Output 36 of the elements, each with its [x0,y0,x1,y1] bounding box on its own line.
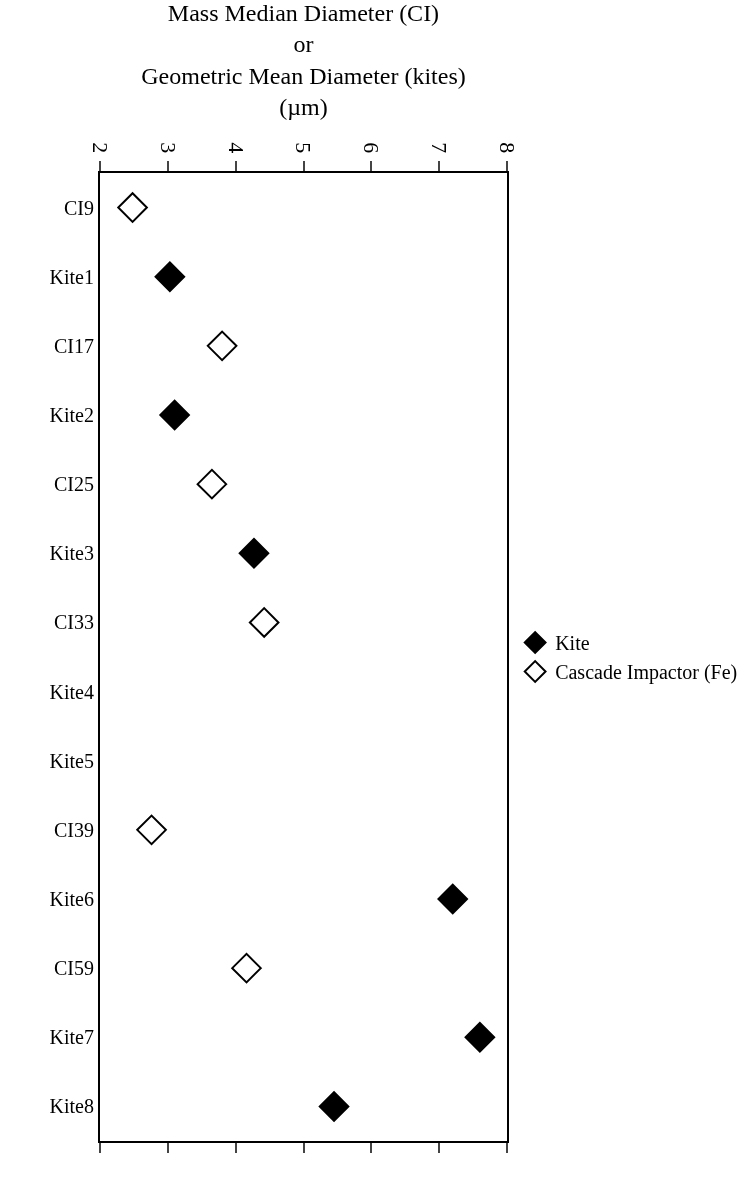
y-tick-label: CI9 [64,196,94,219]
point [231,952,262,984]
legend-label: Kite [555,632,590,655]
x-tick-label: 4 [223,142,249,154]
point [154,261,186,293]
x-tick-label: 3 [155,142,181,154]
y-tick-label: Kite8 [49,1095,94,1118]
x-tick-label: 7 [427,142,453,154]
legend-label: Cascade Impactor (Fe) [555,661,738,685]
y-tick-label: CI59 [54,957,94,980]
point [196,468,228,500]
point [238,537,270,569]
x-tick-label: 8 [494,142,520,154]
y-tick-label: CI25 [54,473,94,496]
y-tick-label: Kite2 [49,404,94,426]
y-tick-label: CI39 [54,818,94,841]
x-tick-label: 6 [359,142,385,154]
point [464,1021,496,1053]
y-tick-label: CI17 [54,334,94,357]
y-tick-label: Kite5 [49,749,94,772]
y-tick-label: Kite1 [49,265,94,288]
y-tick-label: Kite4 [49,680,94,703]
point [159,399,190,431]
x-tick-label: 2 [87,142,113,154]
point [136,814,167,846]
y-tick-label: Kite6 [49,888,94,910]
point [437,883,469,915]
y-tick-label: Kite3 [49,542,94,565]
x-tick-label: 5 [291,142,317,154]
point [318,1091,350,1122]
y-tick-label: CI33 [54,611,94,634]
x-axis-title: Mass Median Diameter (CI) or Geometric Mean Diameter (kites) (µm) [141,0,466,120]
point [206,330,238,362]
point [248,607,280,638]
point [117,192,148,223]
y-tick-label: Kite7 [49,1026,94,1049]
